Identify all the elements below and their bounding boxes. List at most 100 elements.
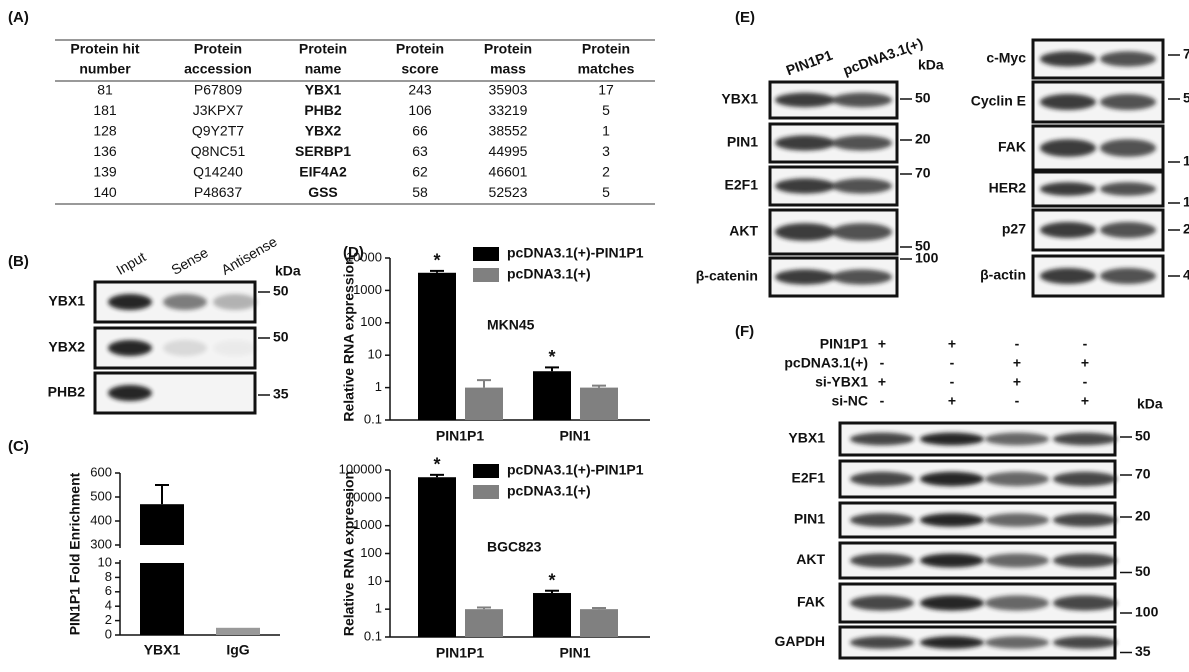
table-header: Protein <box>484 41 532 57</box>
table-cell: 106 <box>408 102 432 118</box>
blot-band <box>985 553 1049 568</box>
blot-band <box>1053 513 1117 527</box>
table-cell: 35903 <box>489 82 528 98</box>
marker-label: 70 <box>1135 466 1151 482</box>
condition-label: pcDNA3.1(+) <box>784 355 868 371</box>
panel-label: (B) <box>8 253 29 270</box>
y-tick-label: 0 <box>105 626 112 641</box>
blot-band <box>832 223 892 241</box>
blot-band <box>985 636 1049 649</box>
blot-label: p27 <box>1002 221 1026 237</box>
y-axis-label: Relative RNA expression <box>341 471 357 636</box>
marker-label: 50 <box>915 90 931 106</box>
lane-label: PIN1P1 <box>784 47 835 79</box>
marker-label: 100 <box>915 250 939 266</box>
table-header: Protein <box>299 41 347 57</box>
table-cell: 5 <box>602 102 610 118</box>
table-header: score <box>401 61 439 77</box>
table-cell: PHB2 <box>304 102 342 118</box>
table-cell: 63 <box>412 143 428 159</box>
bar <box>580 387 618 420</box>
table-cell: 46601 <box>489 164 528 180</box>
condition-sign: + <box>948 393 956 409</box>
table-header: Protein <box>396 41 444 57</box>
blot-band <box>213 340 257 356</box>
table-cell: 243 <box>408 82 432 98</box>
marker-label: 4 <box>1183 267 1189 283</box>
blot-label: PIN1 <box>794 511 825 527</box>
blot-band <box>1100 139 1156 157</box>
marker-label: 5 <box>1183 90 1189 106</box>
table-header: Protein <box>582 41 630 57</box>
condition-sign: + <box>1081 393 1089 409</box>
marker-label: 50 <box>915 238 931 254</box>
bar <box>418 477 456 637</box>
table-cell: P67809 <box>194 82 242 98</box>
lane-label: pcDNA3.1(+) <box>841 35 925 79</box>
blot-band <box>163 340 207 356</box>
table-cell: Q9Y2T7 <box>192 123 244 139</box>
legend-swatch <box>473 464 499 478</box>
table-cell: 5 <box>602 184 610 200</box>
y-tick-label: 300 <box>90 536 112 551</box>
y-tick-label: 0.1 <box>364 628 382 643</box>
blot-band <box>920 471 984 487</box>
y-tick-label: 1000 <box>353 282 382 297</box>
table-cell: 128 <box>93 123 117 139</box>
bar <box>465 387 503 420</box>
blot-band <box>775 92 835 108</box>
y-tick-label: 1000 <box>353 517 382 532</box>
table-header: number <box>79 61 131 77</box>
blot-band <box>832 269 892 285</box>
marker-label: 1 <box>1183 153 1189 169</box>
blot-band <box>108 294 152 310</box>
blot-label: FAK <box>998 139 1026 155</box>
table-cell: 140 <box>93 184 117 200</box>
table-cell: 1 <box>602 123 610 139</box>
bar <box>465 609 503 637</box>
blot-band <box>832 178 892 194</box>
blot-band <box>1053 636 1117 649</box>
legend-swatch <box>473 268 499 282</box>
legend-label: pcDNA3.1(+) <box>507 266 591 282</box>
table-cell: P48637 <box>194 184 242 200</box>
blot-band <box>985 595 1049 611</box>
table-cell: 81 <box>97 82 113 98</box>
table-cell: 52523 <box>489 184 528 200</box>
marker-label: 35 <box>1135 643 1151 659</box>
bar <box>216 627 260 635</box>
condition-sign: - <box>1083 374 1088 390</box>
blot-band <box>920 595 984 611</box>
blot-band <box>163 294 207 310</box>
blot-label: FAK <box>797 594 825 610</box>
bar <box>418 272 456 420</box>
blot-band <box>1100 268 1156 284</box>
y-tick-label: 10 <box>368 573 382 588</box>
blot-label: β-catenin <box>696 268 758 284</box>
bar <box>140 504 184 545</box>
blot-band <box>920 513 984 527</box>
y-tick-label: 100 <box>360 545 382 560</box>
lane-label: Sense <box>168 244 211 278</box>
bar <box>140 563 184 635</box>
blot-band <box>850 553 914 568</box>
table-cell: 62 <box>412 164 428 180</box>
blot-band <box>1040 268 1096 284</box>
condition-sign: - <box>880 393 885 409</box>
table-cell: YBX1 <box>305 82 342 98</box>
condition-sign: - <box>950 374 955 390</box>
y-tick-label: 1 <box>375 601 382 616</box>
table-cell: Q8NC51 <box>191 143 246 159</box>
blot-label: Cyclin E <box>971 93 1026 109</box>
table-cell: GSS <box>308 184 338 200</box>
y-tick-label: 400 <box>90 512 112 527</box>
blot-band <box>985 432 1049 446</box>
x-tick-label: PIN1P1 <box>436 645 484 661</box>
condition-sign: + <box>1081 355 1089 371</box>
marker-label: 35 <box>273 386 289 402</box>
x-tick-label: IgG <box>226 642 249 658</box>
table-header: accession <box>184 61 252 77</box>
blot-band <box>108 385 152 401</box>
blot-band <box>213 294 257 310</box>
blot-band <box>1040 94 1096 110</box>
